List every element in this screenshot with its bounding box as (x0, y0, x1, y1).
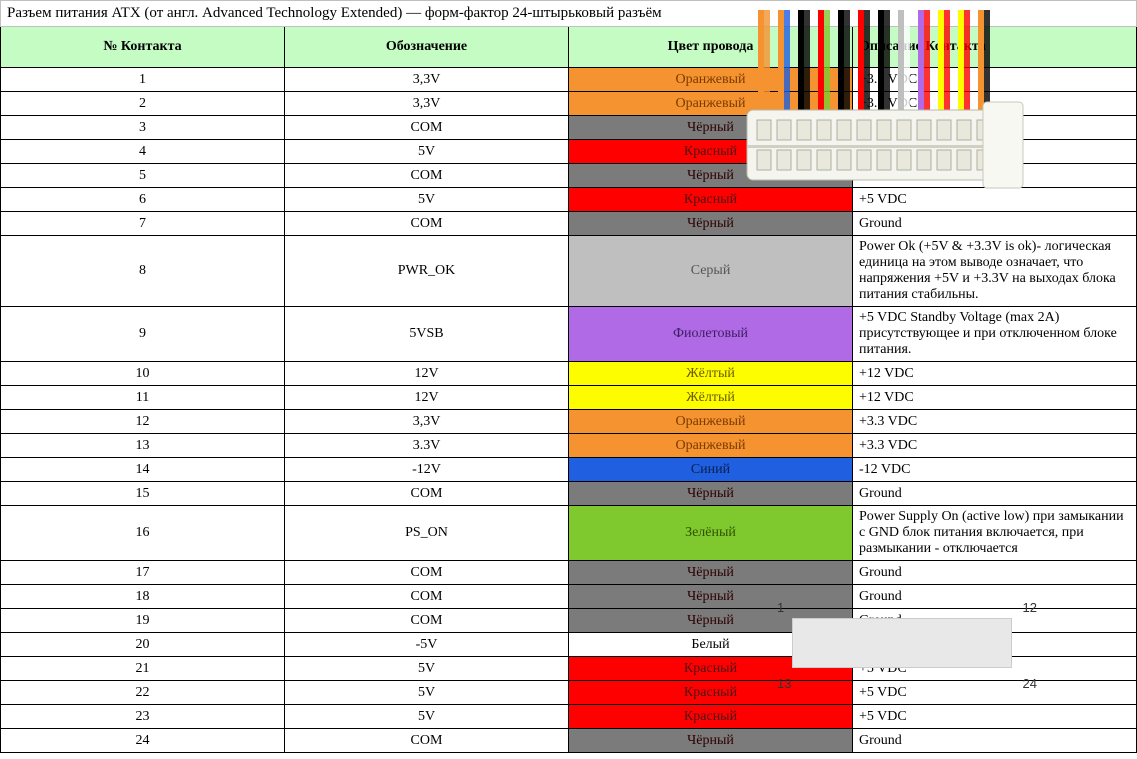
cell-sig: 5V (285, 681, 569, 705)
cell-num: 6 (1, 188, 285, 212)
cell-desc: Ground (853, 212, 1137, 236)
cell-num: 19 (1, 609, 285, 633)
cell-color: Оранжевый (569, 410, 853, 434)
cell-num: 8 (1, 236, 285, 307)
cell-color: Жёлтый (569, 362, 853, 386)
cell-sig: 5V (285, 705, 569, 729)
cell-num: 2 (1, 92, 285, 116)
cell-sig: 3,3V (285, 92, 569, 116)
cell-color: Красный (569, 705, 853, 729)
cell-num: 24 (1, 729, 285, 753)
cell-desc: +3.3 VDC (853, 434, 1137, 458)
cell-num: 20 (1, 633, 285, 657)
cell-desc: +12 VDC (853, 362, 1137, 386)
cell-sig: COM (285, 585, 569, 609)
cell-num: 13 (1, 434, 285, 458)
cell-sig: 3.3V (285, 434, 569, 458)
table-row: 133.3VОранжевый+3.3 VDC (1, 434, 1137, 458)
cell-num: 23 (1, 705, 285, 729)
cell-sig: 3,3V (285, 68, 569, 92)
cell-num: 4 (1, 140, 285, 164)
diagram-label-24: 24 (1023, 676, 1037, 691)
cell-desc: +5 VDC (853, 705, 1137, 729)
cell-sig: 12V (285, 386, 569, 410)
cell-sig: -12V (285, 458, 569, 482)
cell-color: Чёрный (569, 729, 853, 753)
cell-desc: Power Supply On (active low) при замыкан… (853, 506, 1137, 561)
cell-sig: COM (285, 609, 569, 633)
cell-sig: 5V (285, 657, 569, 681)
cell-desc: +12 VDC (853, 386, 1137, 410)
table-row: 15COMЧёрныйGround (1, 482, 1137, 506)
cell-num: 11 (1, 386, 285, 410)
table-row: 8PWR_OKСерыйPower Ok (+5V & +3.3V is ok)… (1, 236, 1137, 307)
table-row: 95VSBФиолетовый+5 VDC Standby Voltage (m… (1, 307, 1137, 362)
cell-num: 15 (1, 482, 285, 506)
header-num: № Контакта (1, 27, 285, 68)
diagram-label-13: 13 (777, 676, 791, 691)
diagram-label-12: 12 (1023, 600, 1037, 615)
table-row: 16PS_ONЗелёныйPower Supply On (active lo… (1, 506, 1137, 561)
cell-num: 9 (1, 307, 285, 362)
cell-num: 7 (1, 212, 285, 236)
cell-sig: 5V (285, 188, 569, 212)
cell-num: 12 (1, 410, 285, 434)
table-row: 1012VЖёлтый+12 VDC (1, 362, 1137, 386)
cell-sig: -5V (285, 633, 569, 657)
cell-num: 17 (1, 561, 285, 585)
cell-sig: COM (285, 116, 569, 140)
cell-num: 21 (1, 657, 285, 681)
cell-sig: 12V (285, 362, 569, 386)
header-sig: Обозначение (285, 27, 569, 68)
cell-desc: +5 VDC Standby Voltage (max 2A) присутст… (853, 307, 1137, 362)
cell-num: 5 (1, 164, 285, 188)
cell-color: Оранжевый (569, 434, 853, 458)
cell-num: 3 (1, 116, 285, 140)
table-row: 123,3VОранжевый+3.3 VDC (1, 410, 1137, 434)
cell-sig: 5V (285, 140, 569, 164)
cell-desc: Power Ok (+5V & +3.3V is ok)- логическая… (853, 236, 1137, 307)
cell-sig: 3,3V (285, 410, 569, 434)
cell-desc: Ground (853, 561, 1137, 585)
cell-num: 14 (1, 458, 285, 482)
cell-num: 18 (1, 585, 285, 609)
pin-diagram: 1 12 13 24 (767, 598, 1047, 693)
cell-sig: 5VSB (285, 307, 569, 362)
cell-num: 1 (1, 68, 285, 92)
cell-sig: COM (285, 482, 569, 506)
cell-num: 16 (1, 506, 285, 561)
table-row: 24COMЧёрныйGround (1, 729, 1137, 753)
diagram-label-1: 1 (777, 600, 784, 615)
table-row: 7COMЧёрныйGround (1, 212, 1137, 236)
cell-num: 10 (1, 362, 285, 386)
connector-photo (737, 10, 1027, 205)
cell-sig: PWR_OK (285, 236, 569, 307)
page-title: Разъем питания ATX (от англ. Advanced Te… (7, 5, 662, 21)
diagram-block (792, 618, 1012, 668)
cell-desc: Ground (853, 482, 1137, 506)
cell-desc: +3.3 VDC (853, 410, 1137, 434)
cell-color: Синий (569, 458, 853, 482)
cell-desc: Ground (853, 729, 1137, 753)
spreadsheet: Разъем питания ATX (от англ. Advanced Te… (0, 0, 1137, 753)
cell-color: Зелёный (569, 506, 853, 561)
cell-sig: COM (285, 212, 569, 236)
cell-sig: COM (285, 561, 569, 585)
cell-sig: COM (285, 729, 569, 753)
table-row: 235VКрасный+5 VDC (1, 705, 1137, 729)
table-row: 1112VЖёлтый+12 VDC (1, 386, 1137, 410)
cell-color: Жёлтый (569, 386, 853, 410)
table-row: 14-12VСиний-12 VDC (1, 458, 1137, 482)
cell-color: Фиолетовый (569, 307, 853, 362)
cell-desc: -12 VDC (853, 458, 1137, 482)
table-row: 17COMЧёрныйGround (1, 561, 1137, 585)
cell-color: Чёрный (569, 561, 853, 585)
cell-sig: COM (285, 164, 569, 188)
cell-num: 22 (1, 681, 285, 705)
cell-sig: PS_ON (285, 506, 569, 561)
cell-color: Серый (569, 236, 853, 307)
cell-color: Чёрный (569, 482, 853, 506)
cell-color: Чёрный (569, 212, 853, 236)
